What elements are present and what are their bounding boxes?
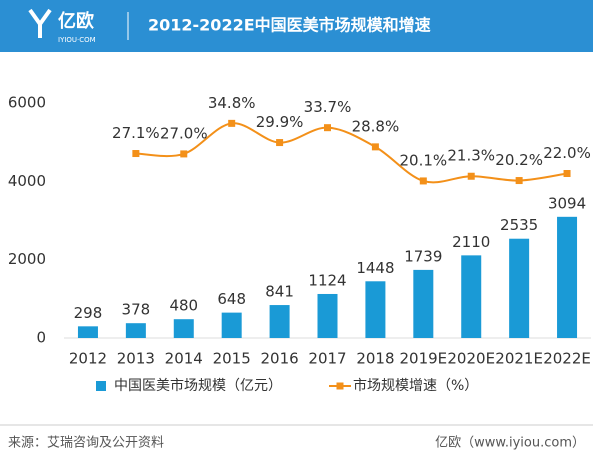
x-tick-label: 2018 <box>356 350 394 368</box>
legend-label: 中国医美市场规模（亿元） <box>114 377 282 394</box>
x-tick-label: 2021E <box>495 350 543 368</box>
bar <box>77 326 98 338</box>
x-tick-label: 2017 <box>308 350 346 368</box>
growth-marker <box>419 177 427 185</box>
growth-label: 28.8% <box>352 117 400 135</box>
growth-line <box>135 122 568 184</box>
bar-label: 1124 <box>308 271 346 289</box>
growth-marker <box>515 177 523 185</box>
growth-label: 27.1% <box>112 124 160 142</box>
legend-swatch <box>96 381 106 391</box>
bar <box>413 269 434 338</box>
growth-label: 29.9% <box>256 113 304 131</box>
growth-label: 20.1% <box>399 151 447 169</box>
growth-label: 22.0% <box>543 144 591 162</box>
growth-marker <box>324 124 331 132</box>
header-bar <box>0 0 593 52</box>
bar <box>317 293 338 338</box>
bar <box>269 305 290 338</box>
bar <box>365 281 386 338</box>
bar-label: 378 <box>122 301 151 319</box>
bar-label: 3094 <box>548 194 586 212</box>
growth-label: 21.3% <box>447 147 495 165</box>
logo-sub: IYIOU·COM <box>58 36 96 44</box>
growth-marker <box>563 170 571 177</box>
title: 2012-2022E中国医美市场规模和增速 <box>148 16 431 35</box>
y-tick-label: 2000 <box>8 250 46 268</box>
bar-label: 1448 <box>356 259 394 277</box>
x-tick-label: 2020E <box>447 350 495 368</box>
bar-label: 841 <box>265 283 294 301</box>
bar-label: 480 <box>169 297 198 315</box>
x-tick-label: 2022E <box>543 350 591 368</box>
growth-marker <box>228 119 236 127</box>
growth-label: 34.8% <box>208 94 256 112</box>
bar <box>173 319 194 338</box>
growth-label: 33.7% <box>304 98 352 116</box>
growth-marker <box>180 150 188 158</box>
legend-label: 市场规模增速（%） <box>353 377 478 394</box>
x-tick-label: 2019E <box>399 350 447 368</box>
growth-marker <box>276 139 284 147</box>
y-tick-label: 0 <box>36 329 46 347</box>
x-tick-label: 2015 <box>213 350 251 368</box>
bar <box>125 323 146 338</box>
y-tick-label: 6000 <box>8 94 46 112</box>
bar <box>557 216 578 338</box>
bar-label: 298 <box>74 304 103 322</box>
bar <box>461 255 482 338</box>
bar-label: 648 <box>217 290 246 308</box>
growth-marker <box>371 143 379 151</box>
bar-label: 2535 <box>500 216 538 234</box>
x-tick-label: 2014 <box>165 350 203 368</box>
legend-swatch-marker <box>336 382 344 390</box>
growth-marker <box>467 172 475 180</box>
x-tick-label: 2012 <box>69 350 107 368</box>
growth-label: 20.2% <box>495 151 543 169</box>
logo-icon <box>28 8 52 38</box>
bar <box>509 238 530 338</box>
brand: 亿欧（www.iyiou.com） <box>435 436 585 451</box>
y-tick-label: 4000 <box>8 172 46 190</box>
bar-label: 2110 <box>452 233 490 251</box>
logo: 亿欧 <box>58 10 94 32</box>
bar-label: 1739 <box>404 247 442 265</box>
growth-label: 27.0% <box>160 124 208 142</box>
x-tick-label: 2016 <box>260 350 298 368</box>
x-tick-label: 2013 <box>117 350 155 368</box>
source: 来源：艾瑞咨询及公开资料 <box>8 436 164 451</box>
bar <box>221 312 242 338</box>
growth-marker <box>132 150 140 158</box>
